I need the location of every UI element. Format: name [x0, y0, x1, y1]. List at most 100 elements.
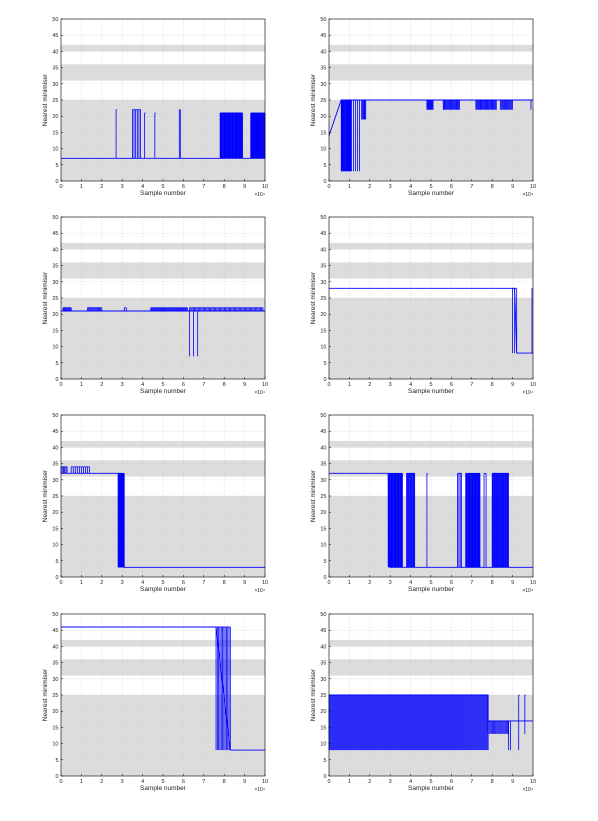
shaded-band — [329, 298, 533, 379]
y-tick-label: 45 — [52, 33, 58, 39]
x-axis-label: Sample number — [408, 785, 455, 792]
y-tick-label: 30 — [52, 280, 58, 286]
y-tick-label: 35 — [320, 66, 326, 72]
y-tick-label: 20 — [52, 709, 58, 715]
x-tick-label: 6 — [182, 779, 185, 785]
x-tick-label: 6 — [450, 184, 453, 190]
series-spikes — [512, 287, 533, 354]
x-tick-label: 3 — [121, 779, 124, 785]
y-tick-label: 10 — [52, 742, 58, 748]
x-tick-label: 8 — [223, 580, 226, 586]
x-tick-label: 0 — [59, 779, 62, 785]
y-tick-label: 35 — [52, 264, 58, 270]
y-tick-label: 25 — [320, 296, 326, 302]
x-tick-label: 10 — [262, 382, 268, 388]
shaded-band — [61, 496, 265, 577]
x-tick-label: 2 — [100, 382, 103, 388]
x-tick-label: 3 — [389, 382, 392, 388]
y-axis-label: Nearest minimiser — [42, 73, 49, 126]
x-tick-label: 0 — [59, 184, 62, 190]
series-spikes — [387, 472, 509, 568]
y-tick-label: 50 — [52, 612, 58, 618]
x-tick-label: 5 — [429, 580, 432, 586]
y-tick-label: 50 — [320, 17, 326, 23]
y-tick-label: 50 — [320, 413, 326, 419]
x-tick-label: 5 — [429, 779, 432, 785]
y-tick-label: 15 — [52, 725, 58, 731]
shaded-band — [329, 242, 533, 250]
y-tick-label: 15 — [320, 130, 326, 136]
x-multiplier-label: ×10⁴ — [522, 787, 533, 793]
shaded-band — [61, 44, 265, 52]
y-tick-label: 0 — [55, 575, 58, 581]
x-tick-label: 7 — [202, 580, 205, 586]
x-tick-label: 5 — [161, 382, 164, 388]
y-tick-label: 30 — [320, 82, 326, 88]
y-tick-label: 45 — [52, 231, 58, 237]
x-tick-label: 1 — [80, 382, 83, 388]
x-multiplier-label: ×10⁴ — [254, 192, 265, 198]
y-tick-label: 25 — [320, 693, 326, 699]
x-tick-label: 10 — [262, 779, 268, 785]
x-tick-label: 8 — [223, 184, 226, 190]
y-tick-label: 15 — [52, 130, 58, 136]
y-tick-label: 25 — [320, 494, 326, 500]
x-tick-label: 7 — [202, 184, 205, 190]
shaded-band — [329, 460, 533, 477]
shaded-band — [329, 262, 533, 279]
x-tick-label: 7 — [470, 382, 473, 388]
x-tick-label: 4 — [409, 779, 412, 785]
x-tick-label: 3 — [121, 382, 124, 388]
y-tick-label: 35 — [320, 661, 326, 667]
x-tick-label: 9 — [511, 382, 514, 388]
x-tick-label: 6 — [450, 382, 453, 388]
y-tick-label: 45 — [320, 429, 326, 435]
x-tick-label: 5 — [429, 184, 432, 190]
x-tick-label: 1 — [348, 184, 351, 190]
x-multiplier-label: ×10⁴ — [254, 390, 265, 396]
y-tick-label: 40 — [320, 247, 326, 253]
x-tick-label: 4 — [409, 382, 412, 388]
x-tick-label: 10 — [530, 779, 536, 785]
y-tick-label: 45 — [320, 628, 326, 634]
x-tick-label: 7 — [470, 580, 473, 586]
y-tick-label: 50 — [52, 17, 58, 23]
series-spikes — [340, 99, 532, 172]
series-spikes — [215, 626, 231, 751]
y-axis-label: Nearest minimiser — [42, 469, 49, 522]
shaded-band — [61, 242, 265, 250]
y-axis-label: Nearest minimiser — [42, 271, 49, 324]
x-tick-label: 3 — [389, 580, 392, 586]
y-tick-label: 15 — [52, 526, 58, 532]
x-tick-label: 3 — [121, 184, 124, 190]
y-tick-label: 50 — [320, 612, 326, 618]
x-tick-label: 4 — [141, 184, 144, 190]
x-tick-label: 0 — [327, 580, 330, 586]
y-tick-label: 10 — [52, 543, 58, 549]
x-tick-label: 6 — [450, 580, 453, 586]
y-tick-label: 0 — [323, 179, 326, 185]
x-tick-label: 2 — [368, 184, 371, 190]
y-tick-label: 45 — [52, 628, 58, 634]
y-tick-label: 50 — [52, 215, 58, 221]
series-spikes — [328, 694, 526, 751]
x-tick-label: 9 — [243, 779, 246, 785]
x-tick-label: 5 — [161, 580, 164, 586]
series-line — [329, 287, 533, 354]
y-tick-label: 30 — [320, 280, 326, 286]
y-tick-label: 35 — [320, 264, 326, 270]
x-multiplier-label: ×10⁴ — [254, 787, 265, 793]
x-tick-label: 7 — [202, 382, 205, 388]
x-tick-label: 2 — [368, 779, 371, 785]
shaded-band — [61, 440, 265, 448]
x-tick-label: 9 — [243, 184, 246, 190]
x-tick-label: 0 — [327, 779, 330, 785]
y-tick-label: 5 — [323, 361, 326, 367]
y-tick-label: 20 — [52, 510, 58, 516]
y-tick-label: 35 — [320, 462, 326, 468]
